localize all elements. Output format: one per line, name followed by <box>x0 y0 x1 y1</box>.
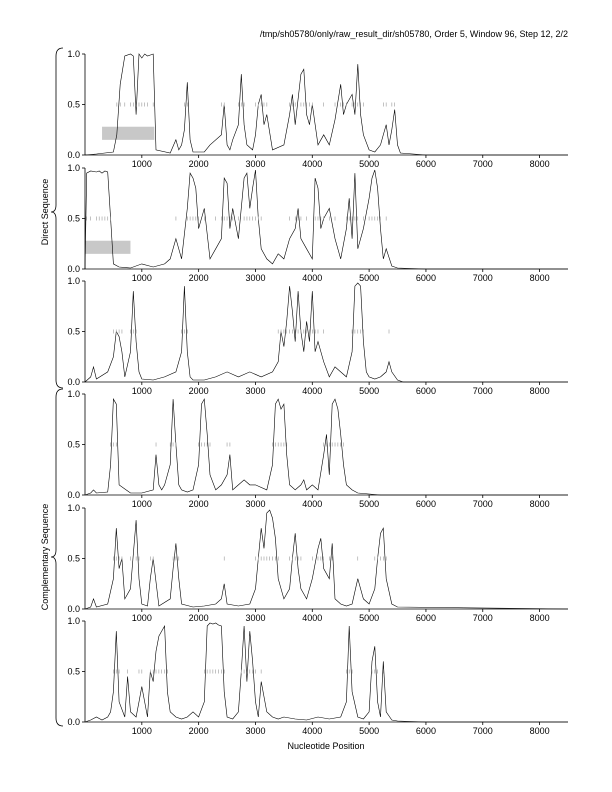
x-tick-label: 3000 <box>245 499 265 509</box>
x-tick-label: 1000 <box>132 613 152 623</box>
x-tick-label: 3000 <box>245 273 265 283</box>
y-tick-label: 1.0 <box>67 389 80 399</box>
x-tick-label: 1000 <box>132 499 152 509</box>
x-tick-label: 5000 <box>359 499 379 509</box>
x-tick-label: 6000 <box>416 159 436 169</box>
x-tick-label: 8000 <box>530 726 550 736</box>
x-tick-label: 6000 <box>416 386 436 396</box>
x-tick-label: 8000 <box>530 386 550 396</box>
series-line <box>84 398 568 496</box>
y-tick-label: 0.0 <box>67 150 80 160</box>
x-tick-label: 4000 <box>302 613 322 623</box>
y-tick-label: 0.5 <box>67 327 80 337</box>
x-tick-label: 8000 <box>530 613 550 623</box>
y-tick-label: 0.0 <box>67 717 80 727</box>
x-tick-label: 4000 <box>302 159 322 169</box>
x-tick-label: 8000 <box>530 159 550 169</box>
y-tick-label: 0.0 <box>67 377 80 387</box>
x-tick-label: 2000 <box>189 499 209 509</box>
x-tick-label: 8000 <box>530 499 550 509</box>
x-tick-label: 3000 <box>245 726 265 736</box>
y-tick-label: 1.0 <box>67 616 80 626</box>
header-path-title: /tmp/sh05780/only/raw_result_dir/sh05780… <box>260 29 568 39</box>
y-tick-label: 0.5 <box>67 214 80 224</box>
x-tick-label: 2000 <box>189 159 209 169</box>
x-tick-label: 2000 <box>189 273 209 283</box>
x-tick-label: 1000 <box>132 726 152 736</box>
complementary-sequence-label: Complementary Sequence <box>40 504 50 611</box>
x-axis-title: Nucleotide Position <box>287 741 364 751</box>
series-line <box>84 282 568 383</box>
x-tick-label: 1000 <box>132 159 152 169</box>
series-line <box>84 169 568 270</box>
x-tick-label: 2000 <box>189 386 209 396</box>
panel-2: 0.0 0.5 1.0 1000 2000 3000 4000 5000 6000 7000 800… <box>67 163 568 283</box>
x-tick-label: 4000 <box>302 499 322 509</box>
x-tick-label: 7000 <box>473 613 493 623</box>
y-tick-label: 0.0 <box>67 490 80 500</box>
x-tick-label: 7000 <box>473 386 493 396</box>
x-tick-label: 6000 <box>416 613 436 623</box>
x-tick-label: 1000 <box>132 273 152 283</box>
x-tick-label: 4000 <box>302 386 322 396</box>
complementary-group-brace <box>50 388 64 727</box>
x-tick-label: 6000 <box>416 499 436 509</box>
series-line <box>84 622 568 723</box>
x-tick-label: 8000 <box>530 273 550 283</box>
x-tick-label: 4000 <box>302 726 322 736</box>
x-tick-label: 7000 <box>473 499 493 509</box>
series-line <box>84 509 569 610</box>
y-tick-label: 1.0 <box>67 49 80 59</box>
x-tick-label: 7000 <box>473 273 493 283</box>
x-tick-label: 5000 <box>359 726 379 736</box>
panel-6: 0.0 0.5 1.0 1000 2000 3000 4000 5000 6000 7000 800… <box>67 616 568 736</box>
x-tick-label: 5000 <box>359 159 379 169</box>
x-tick-label: 5000 <box>359 386 379 396</box>
x-tick-label: 7000 <box>473 159 493 169</box>
x-tick-label: 6000 <box>416 726 436 736</box>
direct-group-brace <box>50 47 64 389</box>
y-tick-label: 1.0 <box>67 276 80 286</box>
segment-box <box>102 126 155 140</box>
x-tick-label: 5000 <box>359 273 379 283</box>
y-tick-label: 0.0 <box>67 604 80 614</box>
panel-5: 0.0 0.5 1.0 1000 2000 3000 4000 5000 6000 7000 800… <box>67 503 569 623</box>
y-tick-label: 1.0 <box>67 163 80 173</box>
x-tick-label: 3000 <box>245 386 265 396</box>
x-tick-label: 1000 <box>132 386 152 396</box>
panel-1: 0.0 0.5 1.0 1000 2000 3000 4000 5000 6000 7000 800… <box>67 49 568 169</box>
x-tick-label: 3000 <box>245 613 265 623</box>
panel-4: 0.0 0.5 1.0 1000 2000 3000 4000 5000 6000 7000 800… <box>67 389 568 509</box>
chart-panels: 0.0 0.5 1.0 1000 2000 3000 4000 5000 6000 7000 800… <box>67 49 569 736</box>
x-tick-label: 4000 <box>302 273 322 283</box>
direct-sequence-label: Direct Sequence <box>40 179 50 246</box>
x-tick-label: 7000 <box>473 726 493 736</box>
y-tick-label: 0.5 <box>67 667 80 677</box>
y-tick-label: 1.0 <box>67 503 80 513</box>
x-tick-label: 2000 <box>189 613 209 623</box>
x-tick-label: 2000 <box>189 726 209 736</box>
y-tick-label: 0.5 <box>67 554 80 564</box>
x-tick-label: 5000 <box>359 613 379 623</box>
y-tick-label: 0.5 <box>67 440 80 450</box>
series-line <box>84 53 568 156</box>
segment-box <box>85 240 131 254</box>
y-tick-label: 0.5 <box>67 100 80 110</box>
x-tick-label: 6000 <box>416 273 436 283</box>
x-tick-label: 3000 <box>245 159 265 169</box>
y-tick-label: 0.0 <box>67 264 80 274</box>
panel-3: 0.0 0.5 1.0 1000 2000 3000 4000 5000 6000 7000 800… <box>67 276 568 396</box>
